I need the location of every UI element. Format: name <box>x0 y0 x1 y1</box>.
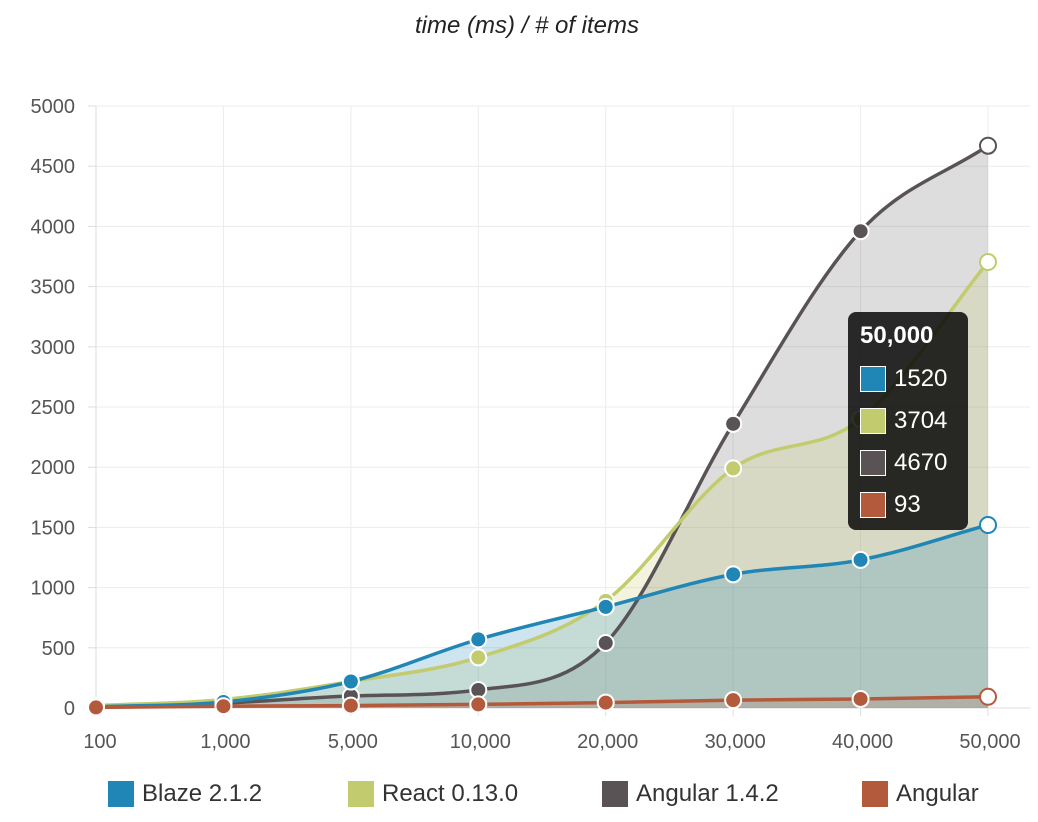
data-point <box>341 696 360 715</box>
y-tick-label: 2000 <box>31 457 76 479</box>
tooltip-swatch-blaze <box>860 366 886 392</box>
data-point <box>469 630 488 649</box>
series-area <box>96 262 989 708</box>
chart-title: time (ms) / # of items <box>414 12 640 39</box>
data-point <box>596 597 615 616</box>
data-tooltip: 50,000 1520 3704 4670 93 <box>848 312 968 530</box>
series-area <box>96 145 989 708</box>
legend-item-angular[interactable]: Angular <box>862 774 979 814</box>
x-tick-label: 100 <box>83 731 116 753</box>
tooltip-row-angular: 93 <box>860 484 956 526</box>
legend-swatch-angular <box>862 781 888 807</box>
tooltip-value-angular-142: 4670 <box>894 449 948 476</box>
tooltip-row-blaze: 1520 <box>860 358 956 400</box>
data-point <box>341 672 360 691</box>
legend-label-blaze: Blaze 2.1.2 <box>142 780 263 807</box>
data-point <box>724 414 743 433</box>
legend-item-blaze[interactable]: Blaze 2.1.2 <box>108 774 262 814</box>
data-point <box>469 695 488 714</box>
data-point <box>469 648 488 667</box>
y-tick-label: 1500 <box>31 517 76 539</box>
x-tick-label: 50,000 <box>959 731 1020 753</box>
data-point <box>596 633 615 652</box>
tooltip-value-react: 3704 <box>894 407 948 434</box>
data-point <box>214 697 233 716</box>
y-tick-label: 5000 <box>31 96 76 118</box>
data-point <box>724 565 743 584</box>
legend-swatch-react <box>348 781 374 807</box>
series-line <box>95 695 989 710</box>
x-tick-label: 40,000 <box>832 731 893 753</box>
legend-item-angular-142[interactable]: Angular 1.4.2 <box>602 774 779 814</box>
x-tick-label: 30,000 <box>705 731 766 753</box>
y-tick-label: 500 <box>42 638 75 660</box>
data-point <box>724 459 743 478</box>
tooltip-row-react: 3704 <box>860 400 956 442</box>
series-line <box>95 144 989 709</box>
series-area <box>96 696 989 708</box>
x-tick-label: 1,000 <box>200 731 250 753</box>
legend-swatch-angular-142 <box>602 781 628 807</box>
tooltip-row-angular-142: 4670 <box>860 442 956 484</box>
tooltip-value-blaze: 1520 <box>894 365 948 392</box>
legend-label-angular-142: Angular 1.4.2 <box>636 780 779 807</box>
data-point <box>87 698 105 717</box>
tooltip-swatch-angular <box>860 492 886 518</box>
y-tick-label: 3500 <box>31 277 76 299</box>
series-line <box>95 523 989 709</box>
data-point <box>851 689 870 708</box>
x-tick-label: 20,000 <box>577 731 638 753</box>
data-point <box>979 253 998 272</box>
data-point <box>979 136 998 155</box>
tooltip-swatch-react <box>860 408 886 434</box>
legend-item-react[interactable]: React 0.13.0 <box>348 774 518 814</box>
data-point <box>979 515 998 534</box>
x-tick-label: 10,000 <box>450 731 511 753</box>
data-point <box>851 222 870 241</box>
legend-swatch-blaze <box>108 781 134 807</box>
chart-legend: Blaze 2.1.2 React 0.13.0 Angular 1.4.2 A… <box>0 774 1038 814</box>
legend-label-angular: Angular <box>896 780 979 807</box>
y-tick-label: 4500 <box>31 156 76 178</box>
data-point <box>596 693 615 712</box>
tooltip-title: 50,000 <box>860 322 934 349</box>
y-tick-label: 4000 <box>31 216 76 238</box>
y-tick-label: 2500 <box>31 397 76 419</box>
y-tick-label: 0 <box>64 698 75 720</box>
tooltip-swatch-angular-142 <box>860 450 886 476</box>
data-point <box>979 687 998 706</box>
data-point <box>724 691 743 710</box>
legend-label-react: React 0.13.0 <box>382 780 519 807</box>
y-tick-label: 1000 <box>31 578 76 600</box>
data-point <box>851 550 870 569</box>
tooltip-value-angular: 93 <box>894 491 921 518</box>
y-tick-label: 3000 <box>31 337 76 359</box>
x-tick-label: 5,000 <box>328 731 378 753</box>
